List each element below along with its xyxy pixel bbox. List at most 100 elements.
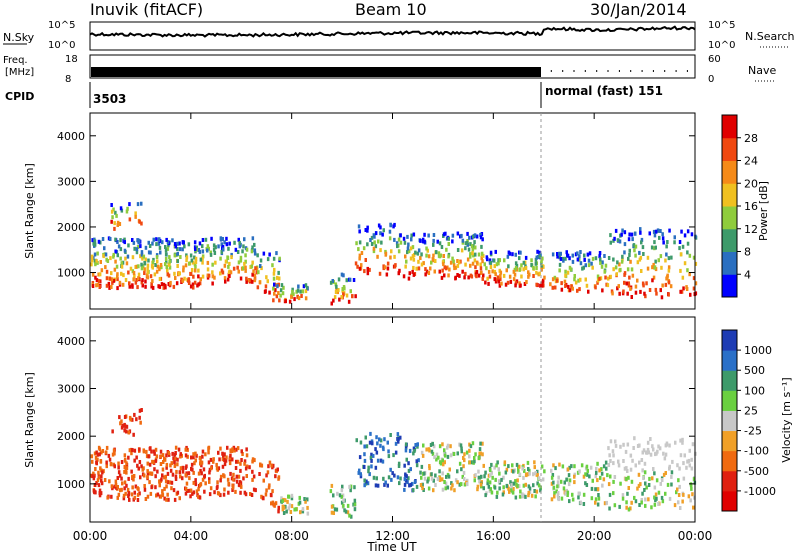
echo-cell <box>612 479 615 484</box>
colorbar-swatch <box>722 430 737 452</box>
colorbar-swatch <box>722 350 737 371</box>
echo-cell <box>90 262 93 267</box>
echo-cell <box>447 254 450 259</box>
echo-cell <box>151 459 154 464</box>
echo-cell <box>432 444 436 449</box>
echo-cell <box>367 465 370 470</box>
echo-cell <box>97 279 101 284</box>
echo-cell <box>447 242 450 246</box>
echo-cell <box>131 485 134 490</box>
echo-cell <box>99 459 103 464</box>
echo-cell <box>626 469 629 473</box>
echo-cell <box>266 470 270 475</box>
echo-cell <box>139 475 142 480</box>
echo-cell <box>655 478 659 483</box>
echo-cell <box>454 478 458 483</box>
echo-cell <box>123 237 126 242</box>
echo-cell <box>467 275 470 280</box>
echo-cell <box>555 278 559 283</box>
echo-cell <box>132 474 136 478</box>
echo-cell <box>116 272 119 277</box>
echo-cell <box>374 244 378 249</box>
echo-cell <box>184 491 188 496</box>
echo-cell <box>438 444 442 449</box>
echo-cell <box>683 233 687 238</box>
echo-cell <box>640 500 643 505</box>
echo-cell <box>534 257 538 262</box>
echo-cell <box>444 486 447 491</box>
echo-cell <box>490 490 494 495</box>
echo-cell <box>409 256 413 261</box>
echo-cell <box>643 488 646 492</box>
echo-cell <box>555 489 558 494</box>
echo-cell <box>211 281 214 286</box>
echo-cell <box>518 256 521 261</box>
echo-cell <box>146 270 149 275</box>
echo-cell <box>633 495 636 500</box>
echo-cell <box>676 463 679 468</box>
echo-cell <box>463 482 467 487</box>
echo-cell <box>359 472 362 477</box>
echo-cell <box>442 232 446 237</box>
echo-cell <box>515 462 519 467</box>
echo-cell <box>566 467 570 472</box>
echo-cell <box>532 274 535 278</box>
echo-cell <box>620 232 623 237</box>
echo-cell <box>432 242 435 247</box>
echo-cell <box>487 269 491 274</box>
echo-cell <box>335 284 338 289</box>
echo-cell <box>128 202 131 207</box>
echo-cell <box>149 471 152 476</box>
echo-cell <box>232 472 235 477</box>
colorbar-tick-label: 25 <box>744 404 758 417</box>
echo-cell <box>389 467 392 472</box>
echo-cell <box>609 274 612 279</box>
echo-cell <box>382 228 385 233</box>
echo-cell <box>649 452 653 457</box>
echo-cell <box>159 462 163 466</box>
echo-cell <box>416 442 419 447</box>
echo-cell <box>676 487 679 492</box>
echo-cell <box>640 269 643 273</box>
echo-cell <box>657 258 660 263</box>
echo-cell <box>412 265 415 270</box>
echo-cell <box>268 252 271 257</box>
echo-cell <box>595 470 598 475</box>
echo-cell <box>91 459 94 464</box>
echo-cell <box>338 493 342 498</box>
echo-cell <box>489 260 493 265</box>
echo-cell <box>483 262 486 267</box>
echo-cell <box>93 473 96 478</box>
echo-cell <box>253 273 257 278</box>
echo-cell <box>648 476 651 481</box>
echo-cell <box>609 233 612 238</box>
echo-cell <box>414 443 417 447</box>
echo-cell <box>533 460 536 465</box>
echo-cell <box>517 469 520 474</box>
echo-cell <box>170 480 174 485</box>
echo-cell <box>522 267 525 272</box>
echo-cell <box>105 460 108 465</box>
echo-cell <box>433 455 436 460</box>
echo-cell <box>148 462 152 467</box>
echo-cell <box>341 493 345 498</box>
echo-cell <box>496 277 499 282</box>
echo-cell <box>573 464 576 469</box>
echo-cell <box>405 457 408 462</box>
echo-cell <box>137 466 140 471</box>
echo-cell <box>167 497 170 502</box>
echo-cell <box>159 250 162 255</box>
echo-cell <box>664 452 668 457</box>
echo-cell <box>561 464 565 469</box>
echo-cell <box>630 479 634 484</box>
echo-cell <box>153 272 157 277</box>
echo-cell <box>494 249 497 254</box>
echo-cell <box>543 469 546 474</box>
nsearch-tick-low: 10^0 <box>708 40 735 51</box>
echo-cell <box>132 240 136 245</box>
echo-cell <box>471 247 475 252</box>
echo-cell <box>348 484 351 489</box>
nsearch-label: N.Search <box>745 30 795 43</box>
echo-cell <box>658 446 662 451</box>
echo-cell <box>611 291 614 296</box>
